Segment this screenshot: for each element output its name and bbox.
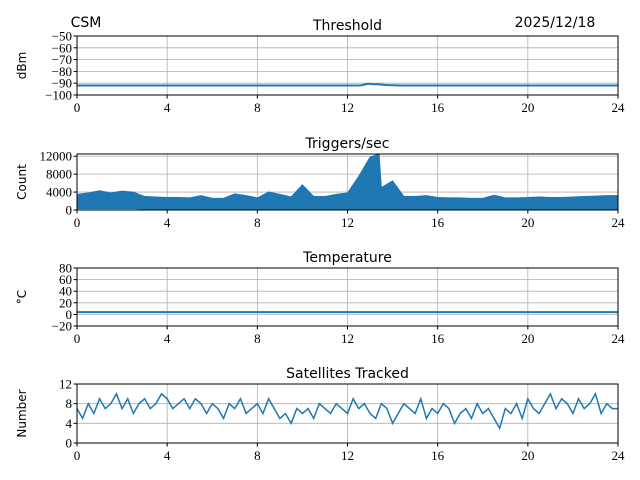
subplot-title: Threshold (312, 18, 382, 34)
x-tick-label: 16 (431, 215, 445, 230)
x-tick-label: 20 (521, 215, 534, 230)
y-tick-label: −20 (52, 319, 72, 334)
y-tick-label: 60 (59, 272, 72, 287)
y-axis-label: Number (15, 389, 29, 437)
y-tick-label: 0 (66, 307, 73, 322)
x-tick-label: 8 (254, 100, 261, 115)
y-tick-label: −50 (52, 29, 72, 44)
x-tick-label: 4 (164, 215, 171, 230)
y-tick-label: −70 (52, 52, 72, 67)
x-tick-label: 12 (341, 331, 354, 346)
subplot-title: Satellites Tracked (286, 366, 409, 382)
x-tick-label: 24 (612, 448, 626, 463)
series-line (76, 391, 618, 431)
y-tick-label: 80 (59, 261, 72, 276)
x-tick-label: 16 (431, 331, 445, 346)
y-tick-label: 20 (59, 295, 72, 310)
y-tick-label: 12 (59, 377, 72, 392)
x-tick-label: 20 (521, 448, 534, 463)
y-tick-label: 40 (59, 284, 72, 299)
x-tick-label: 8 (254, 215, 261, 230)
x-tick-label: 0 (74, 331, 81, 346)
y-tick-label: 0 (66, 203, 73, 218)
x-tick-label: 24 (612, 331, 626, 346)
x-tick-label: 0 (74, 100, 81, 115)
x-tick-label: 4 (164, 331, 171, 346)
y-tick-label: −60 (52, 40, 72, 55)
x-tick-label: 0 (74, 215, 81, 230)
y-axis-label: dBm (15, 52, 29, 80)
subplot-4: 0 4 8 12 16 20 24 0 4 8 12 Satellites Tracked Number (15, 366, 625, 463)
y-tick-label: −100 (45, 88, 72, 103)
x-tick-label: 12 (341, 100, 354, 115)
x-tick-label: 20 (521, 331, 534, 346)
x-tick-label: 12 (341, 215, 354, 230)
x-tick-label: 16 (431, 100, 445, 115)
header-left-label: CSM (71, 15, 102, 31)
x-tick-label: 4 (164, 100, 171, 115)
header-date-label: 2025/12/18 (515, 15, 596, 31)
x-tick-label: 4 (164, 448, 171, 463)
x-tick-label: 8 (254, 448, 261, 463)
x-tick-label: 24 (612, 100, 626, 115)
y-tick-label: 0 (66, 436, 73, 451)
y-tick-label: 4000 (46, 185, 72, 200)
y-axis-label: Count (15, 164, 29, 200)
x-tick-label: 16 (431, 448, 445, 463)
x-tick-label: 12 (341, 448, 354, 463)
y-tick-label: 8 (66, 396, 73, 411)
y-tick-label: 12000 (40, 149, 73, 164)
x-tick-label: 24 (612, 215, 626, 230)
x-tick-label: 0 (74, 448, 81, 463)
subplot-title: Triggers/sec (305, 136, 390, 152)
y-tick-label: 4 (66, 416, 73, 431)
subplot-1: 0 4 8 12 16 20 24 −50−60−70−80−90−100 Threshold d… (15, 18, 625, 115)
x-tick-label: 20 (521, 100, 534, 115)
y-tick-label: −80 (52, 64, 72, 79)
series-line (77, 82, 618, 87)
subplot-2: 0 4 8 12 16 20 2404000800012000Triggers/secCou… (15, 136, 625, 230)
subplot-title: Temperature (302, 250, 392, 266)
y-axis-label: °C (15, 290, 29, 304)
x-tick-label: 8 (254, 331, 261, 346)
y-tick-label: 8000 (46, 167, 72, 182)
y-tick-label: −90 (52, 76, 72, 91)
